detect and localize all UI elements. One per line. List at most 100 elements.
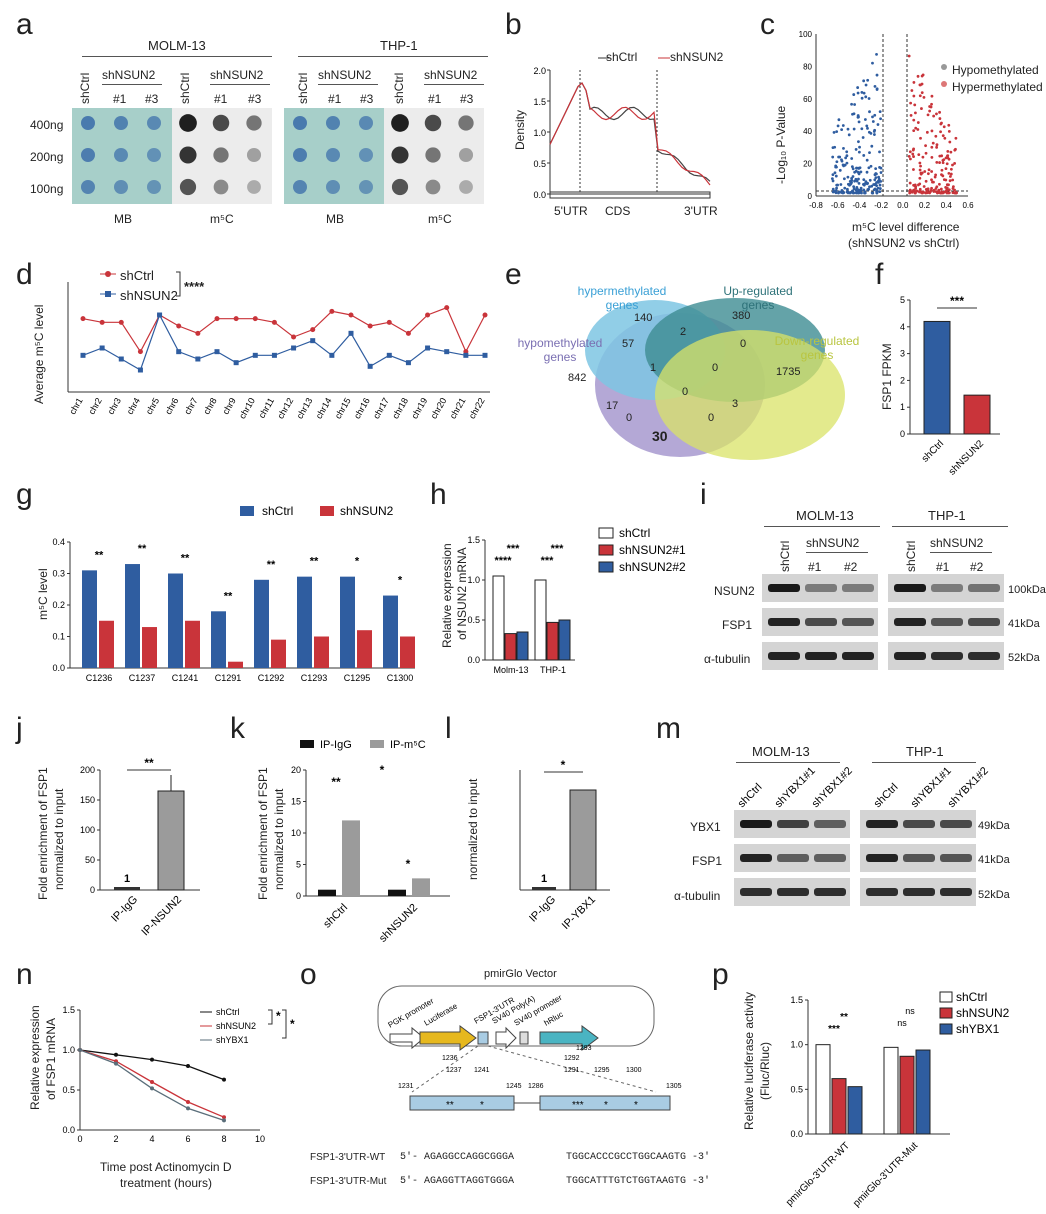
x-tick-label: 2 bbox=[113, 1134, 118, 1144]
y-tick-label: 0 bbox=[900, 429, 905, 439]
lane-label: #3 bbox=[460, 92, 474, 106]
x-axis-label: m⁵C level difference bbox=[852, 220, 960, 234]
x-tick-label: -0.6 bbox=[831, 201, 845, 210]
blot-dot bbox=[213, 179, 229, 195]
volcano-point bbox=[941, 134, 945, 138]
bar bbox=[388, 889, 406, 896]
volcano-point bbox=[918, 187, 922, 191]
volcano-point bbox=[942, 125, 946, 129]
bar bbox=[883, 1046, 899, 1135]
volcano-point bbox=[845, 161, 849, 165]
region-label: CDS bbox=[605, 204, 631, 218]
x-tick-label: chr6 bbox=[163, 396, 180, 416]
venn-count: 17 bbox=[606, 400, 619, 412]
bar bbox=[82, 570, 97, 668]
panel-label-g: g bbox=[16, 478, 33, 511]
legend-swatch bbox=[939, 1023, 953, 1035]
x-tick-label: chr3 bbox=[106, 396, 123, 416]
x-tick-label: 4 bbox=[149, 1134, 154, 1144]
volcano-point bbox=[835, 160, 839, 164]
lane-label: shNSUN2 bbox=[806, 536, 860, 550]
volcano-point bbox=[875, 190, 879, 194]
volcano-point bbox=[878, 183, 882, 187]
legend-hyper: Hypermethylated bbox=[952, 80, 1043, 94]
volcano-point bbox=[909, 113, 913, 117]
volcano-point bbox=[915, 189, 919, 193]
data-point bbox=[186, 1106, 190, 1111]
sig-label: **** bbox=[494, 555, 512, 567]
volcano-point bbox=[865, 182, 869, 186]
panel-label-k: k bbox=[230, 712, 245, 745]
sig-label: * bbox=[290, 1017, 295, 1031]
volcano-point bbox=[912, 129, 916, 133]
bar bbox=[492, 575, 505, 661]
element-label: hRluc bbox=[543, 1010, 565, 1028]
blot-band bbox=[903, 820, 935, 828]
data-point bbox=[195, 330, 201, 336]
volcano-point bbox=[831, 179, 835, 183]
data-point bbox=[329, 352, 335, 358]
blot-dot bbox=[458, 115, 474, 131]
y-axis-label: -Log₁₀ P-Value bbox=[774, 105, 788, 184]
x-tick-label: chr13 bbox=[295, 396, 315, 420]
series-line-1 bbox=[82, 313, 485, 371]
volcano-point bbox=[849, 190, 853, 194]
lane-label: #1 bbox=[214, 92, 228, 106]
data-point bbox=[386, 352, 392, 358]
x-tick-label: 0.0 bbox=[897, 201, 909, 210]
bar bbox=[125, 564, 140, 668]
volcano-point bbox=[929, 188, 933, 192]
volcano-point bbox=[860, 96, 864, 100]
volcano-point bbox=[852, 185, 856, 189]
bracket bbox=[282, 1009, 287, 1039]
y-axis-label: Fold enrichment of FSP1 bbox=[36, 767, 50, 900]
lane-label: #3 bbox=[360, 92, 374, 106]
x-tick-label: 0.4 bbox=[941, 201, 953, 210]
volcano-point bbox=[951, 187, 955, 190]
y-tick-label: 0.3 bbox=[52, 569, 65, 579]
venn-count: 0 bbox=[712, 362, 719, 374]
series-line-0 bbox=[79, 1049, 225, 1081]
bar-chart: 1 * IP-IgG IP-YBX1 bbox=[519, 758, 610, 932]
volcano-point bbox=[941, 161, 945, 165]
data-point bbox=[137, 367, 143, 373]
bar bbox=[99, 620, 114, 668]
kda-label: 100kDa bbox=[1008, 584, 1046, 596]
venn-count: 0 bbox=[740, 338, 747, 350]
volcano-point bbox=[916, 128, 920, 131]
panel-label-b: b bbox=[505, 8, 522, 41]
bar bbox=[342, 820, 360, 896]
y-axis-label: normalized to input bbox=[52, 788, 66, 890]
y-tick-label: 0.0 bbox=[467, 655, 480, 665]
volcano-point bbox=[879, 117, 882, 121]
panel-label-n: n bbox=[16, 958, 33, 991]
y-tick-label: 40 bbox=[803, 127, 812, 136]
x-tick-label: 10 bbox=[255, 1134, 265, 1144]
sv40-box bbox=[519, 1031, 529, 1045]
bar bbox=[228, 661, 243, 668]
data-point bbox=[271, 319, 277, 325]
y-tick-label: 1.5 bbox=[790, 995, 803, 1005]
data-point bbox=[444, 305, 450, 311]
data-point bbox=[114, 1061, 118, 1066]
position-label: 1295 bbox=[594, 1067, 610, 1074]
row-label: 200ng bbox=[30, 150, 64, 164]
data-point bbox=[114, 1052, 118, 1057]
blot-band bbox=[740, 820, 772, 828]
blot-band bbox=[805, 584, 837, 592]
lane-label: #1 bbox=[328, 92, 342, 106]
site-stars: ** bbox=[446, 1100, 454, 1111]
volcano-point bbox=[863, 118, 867, 121]
volcano-point bbox=[848, 183, 851, 187]
legend-label: shCtrl bbox=[956, 990, 987, 1004]
volcano-point bbox=[834, 174, 838, 178]
divider bbox=[892, 526, 1008, 527]
venn-count: 380 bbox=[732, 310, 751, 322]
volcano-point bbox=[940, 173, 943, 177]
y-tick-label: 1.0 bbox=[62, 1045, 75, 1055]
blot-dot bbox=[114, 180, 128, 194]
legend-label: shNSUN2 bbox=[956, 1006, 1010, 1020]
volcano-point bbox=[924, 144, 927, 148]
volcano-point bbox=[935, 145, 939, 149]
panel-label-e: e bbox=[505, 258, 522, 291]
